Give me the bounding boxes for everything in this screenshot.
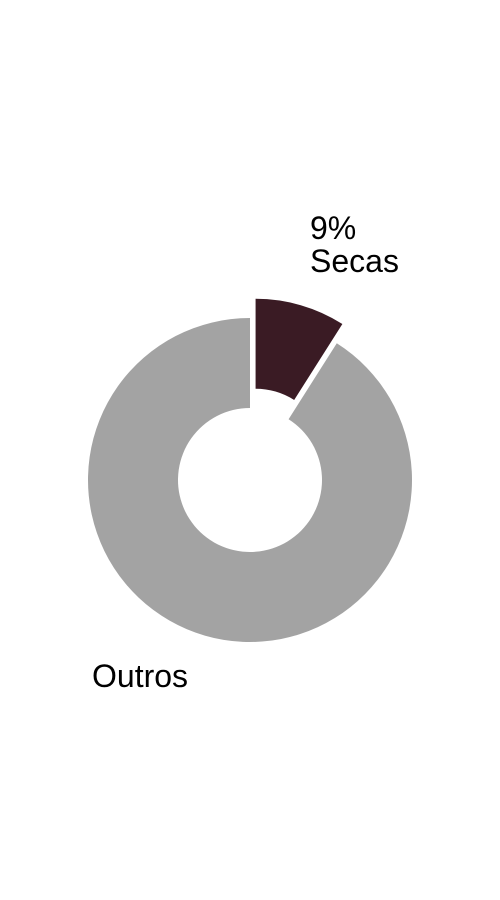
donut-slice-secas xyxy=(255,298,343,401)
slice-label-secas-name: Secas xyxy=(310,243,399,279)
slice-label-secas-value: 9% xyxy=(310,210,356,246)
donut-slices xyxy=(88,298,413,642)
donut-slice-outros xyxy=(88,318,413,642)
slice-label-outros-name: Outros xyxy=(92,658,188,694)
